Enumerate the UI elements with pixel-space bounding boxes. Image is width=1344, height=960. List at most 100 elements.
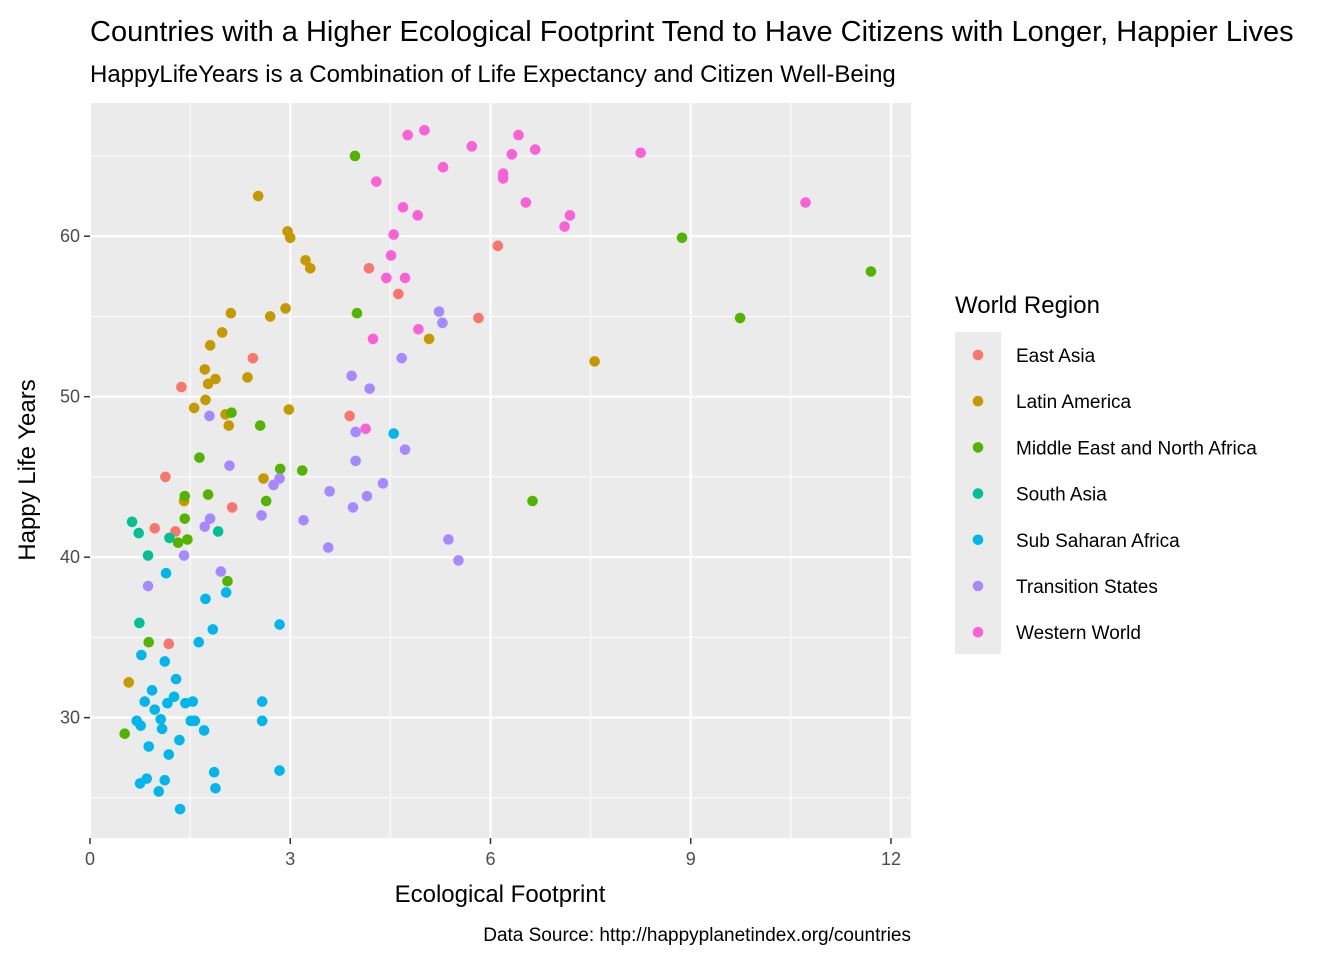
- x-tick-label: 3: [285, 849, 295, 869]
- point-transition-states: [361, 490, 373, 502]
- point-western-world: [559, 221, 570, 232]
- y-tick-label: 40: [60, 547, 80, 567]
- point-transition-states: [142, 580, 154, 592]
- point-sub-saharan-africa: [155, 713, 167, 725]
- point-western-world: [385, 250, 397, 261]
- point-sub-saharan-africa: [210, 782, 221, 794]
- point-latin-america: [589, 356, 600, 367]
- x-axis-title: Ecological Footprint: [395, 881, 606, 908]
- point-western-world: [402, 129, 414, 141]
- point-latin-america: [264, 311, 276, 322]
- point-sub-saharan-africa: [200, 593, 211, 605]
- point-transition-states: [199, 521, 211, 532]
- point-western-world: [367, 333, 379, 345]
- point-sub-saharan-africa: [153, 786, 165, 797]
- legend-title: World Region: [955, 292, 1100, 319]
- x-tick-label: 6: [485, 849, 495, 869]
- point-middle-east-and-north-africa: [172, 537, 184, 549]
- legend-key-south-asia: [972, 488, 984, 499]
- point-sub-saharan-africa: [159, 774, 171, 786]
- point-western-world: [419, 124, 430, 136]
- point-sub-saharan-africa: [136, 649, 147, 661]
- point-middle-east-and-north-africa: [222, 575, 233, 587]
- point-latin-america: [300, 254, 311, 266]
- point-latin-america: [200, 394, 211, 406]
- point-middle-east-and-north-africa: [194, 452, 205, 463]
- legend-label-transition-states: Transition States: [1016, 577, 1158, 598]
- point-sub-saharan-africa: [141, 773, 153, 784]
- x-axis-ticks: 0 3 6 9 12: [85, 838, 901, 869]
- point-western-world: [360, 423, 371, 435]
- legend-label-east-asia: East Asia: [1016, 346, 1096, 367]
- point-transition-states: [433, 306, 445, 317]
- point-sub-saharan-africa: [193, 636, 205, 648]
- point-sub-saharan-africa: [139, 696, 151, 707]
- point-middle-east-and-north-africa: [865, 266, 877, 277]
- legend-key-east-asia: [972, 349, 984, 361]
- point-latin-america: [280, 303, 291, 314]
- legend-label-western-world: Western World: [1016, 623, 1141, 644]
- point-middle-east-and-north-africa: [527, 495, 538, 507]
- point-western-world: [529, 144, 541, 155]
- point-western-world: [413, 323, 424, 335]
- point-latin-america: [258, 473, 269, 484]
- legend-key-western-world: [972, 626, 984, 638]
- point-middle-east-and-north-africa: [226, 407, 237, 419]
- point-middle-east-and-north-africa: [296, 465, 308, 476]
- point-sub-saharan-africa: [189, 715, 201, 727]
- point-sub-saharan-africa: [174, 734, 185, 746]
- point-middle-east-and-north-africa: [254, 420, 266, 431]
- point-south-asia: [212, 526, 224, 537]
- point-east-asia: [492, 240, 504, 252]
- point-transition-states: [215, 566, 227, 577]
- point-western-world: [381, 272, 392, 284]
- point-sub-saharan-africa: [256, 715, 268, 727]
- point-latin-america: [223, 420, 235, 431]
- data-points: [119, 124, 877, 815]
- point-sub-saharan-africa: [207, 624, 219, 635]
- legend-key-latin-america: [972, 395, 984, 407]
- point-latin-america: [210, 373, 221, 385]
- y-tick-label: 60: [60, 226, 80, 246]
- point-western-world: [388, 229, 400, 240]
- point-sub-saharan-africa: [146, 685, 158, 696]
- point-latin-america: [284, 232, 296, 244]
- point-sub-saharan-africa: [156, 723, 168, 735]
- x-tick-label: 12: [881, 849, 901, 869]
- point-sub-saharan-africa: [159, 656, 171, 667]
- point-middle-east-and-north-africa: [274, 463, 286, 475]
- point-south-asia: [164, 532, 175, 544]
- point-transition-states: [350, 455, 361, 467]
- point-sub-saharan-africa: [174, 803, 186, 815]
- point-east-asia: [160, 471, 171, 483]
- point-east-asia: [226, 502, 238, 513]
- legend-label-sub-saharan-africa: Sub Saharan Africa: [1016, 531, 1180, 552]
- point-sub-saharan-africa: [274, 765, 285, 776]
- point-western-world: [371, 176, 382, 187]
- legend: World Region East Asia Latin America Middl…: [955, 292, 1257, 654]
- point-sub-saharan-africa: [149, 704, 161, 715]
- point-east-asia: [163, 638, 175, 650]
- point-middle-east-and-north-africa: [179, 513, 191, 524]
- point-transition-states: [324, 486, 335, 497]
- point-east-asia: [176, 381, 187, 393]
- point-transition-states: [298, 514, 309, 526]
- point-western-world: [506, 149, 518, 160]
- point-latin-america: [204, 340, 216, 351]
- point-sub-saharan-africa: [162, 697, 173, 709]
- grid-minor: [90, 103, 911, 838]
- point-middle-east-and-north-africa: [202, 489, 214, 500]
- y-axis-ticks: 30 40 50 60: [60, 226, 90, 728]
- point-western-world: [437, 161, 449, 173]
- point-transition-states: [224, 460, 235, 471]
- point-transition-states: [437, 317, 448, 329]
- point-western-world: [412, 210, 424, 221]
- point-latin-america: [423, 333, 435, 345]
- point-south-asia: [134, 617, 145, 629]
- point-transition-states: [453, 555, 464, 566]
- point-sub-saharan-africa: [198, 725, 210, 736]
- point-western-world: [520, 197, 532, 208]
- point-latin-america: [242, 372, 253, 383]
- point-latin-america: [123, 677, 135, 688]
